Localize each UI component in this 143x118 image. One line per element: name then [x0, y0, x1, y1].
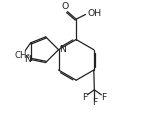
Text: N: N: [59, 45, 66, 54]
Text: N: N: [24, 55, 31, 64]
Text: F: F: [82, 93, 87, 102]
Text: F: F: [102, 93, 107, 102]
Text: F: F: [92, 98, 97, 107]
Text: OH: OH: [88, 9, 102, 18]
Text: CH₃: CH₃: [14, 51, 30, 60]
Text: O: O: [62, 2, 69, 11]
